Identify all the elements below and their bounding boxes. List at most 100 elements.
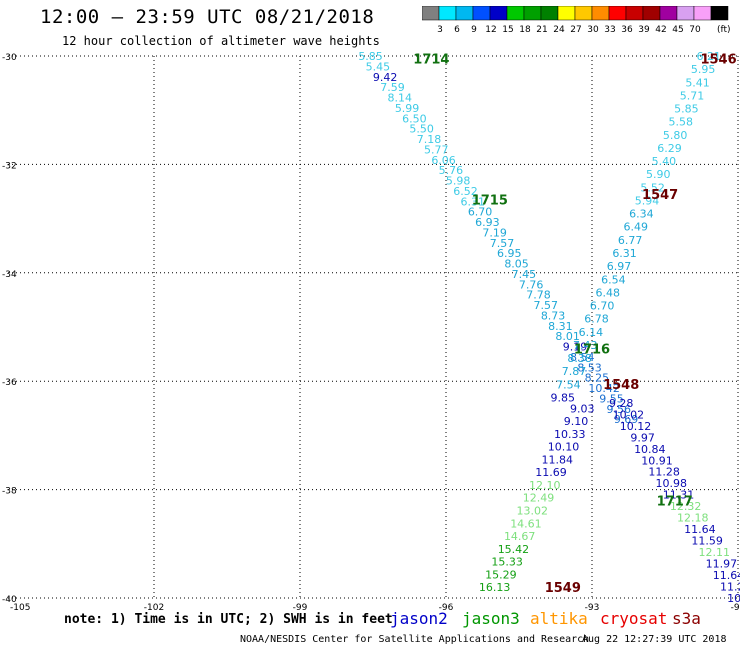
- swh-value-label: 9.97: [630, 431, 655, 444]
- swh-value-label: 11.23: [720, 581, 740, 594]
- swh-value-label: 7.18: [417, 133, 442, 146]
- swh-value-label: 9.28: [609, 397, 634, 410]
- swh-value-label: 6.31: [461, 195, 486, 208]
- swh-value-label: 6.49: [624, 221, 649, 234]
- swh-value-label: 11.28: [648, 466, 680, 479]
- swh-value-label: 7.76: [519, 278, 544, 291]
- swh-value-label: 9.19: [563, 341, 588, 354]
- swh-value-label: 12.18: [677, 512, 709, 525]
- swh-value-label: 5.85: [358, 50, 383, 63]
- legend-jason3: jason3: [462, 609, 520, 628]
- swh-value-label: 6.21: [697, 50, 722, 63]
- swh-value-label: 10.12: [620, 420, 652, 433]
- swh-value-label: 5.41: [685, 76, 710, 89]
- color-tick-label: 30: [587, 25, 599, 35]
- swh-value-label: 6.29: [657, 142, 682, 155]
- pass-time-label: 1548: [603, 378, 639, 393]
- swh-value-label: 5.40: [652, 155, 677, 168]
- swh-value-label: 6.52: [453, 185, 478, 198]
- swh-value-label: 7.19: [482, 226, 507, 239]
- color-tick-label: 15: [502, 25, 513, 35]
- swh-value-label: 11.97: [706, 558, 738, 571]
- color-tick-label: 27: [570, 25, 581, 35]
- color-tick-label: 12: [485, 25, 496, 35]
- swh-value-label: 5.99: [395, 102, 420, 115]
- swh-value-label: 6.54: [601, 273, 626, 286]
- swh-value-label: 5.80: [663, 129, 688, 142]
- legend-s3a: s3a: [672, 609, 701, 628]
- page-subtitle: 12 hour collection of altimeter wave hei…: [62, 34, 380, 48]
- swh-value-label: 14.61: [510, 517, 542, 530]
- swh-value-label: 14.67: [504, 530, 536, 543]
- swh-value-label: 6.06: [431, 154, 456, 167]
- swh-value-label: 5.76: [439, 164, 464, 177]
- swh-value-label: 7.57: [534, 299, 559, 312]
- color-unit-label: (ft): [717, 25, 731, 35]
- swh-value-label: 11.64: [684, 523, 716, 536]
- swh-value-label: 5.98: [446, 175, 471, 188]
- footer-note: note: 1) Time is in UTC; 2) SWH is in fe…: [64, 612, 393, 627]
- lat-tick-label: -30: [2, 53, 17, 63]
- swh-value-label: 6.93: [475, 216, 500, 229]
- color-tick-label: 42: [655, 25, 666, 35]
- swh-value-label: 7.45: [512, 268, 537, 281]
- lon-tick-label: -93: [585, 603, 600, 613]
- lon-tick-label: -96: [439, 603, 454, 613]
- color-swatch: [710, 6, 729, 21]
- lon-tick-label: -90: [731, 603, 740, 613]
- pass-time-label: 1716: [574, 343, 610, 358]
- lon-tick-label: -99: [293, 603, 308, 613]
- swh-value-label: 8.54: [570, 351, 595, 364]
- swh-value-label: 15.33: [491, 556, 523, 569]
- swh-value-label: 15.42: [498, 543, 530, 556]
- lon-tick-label: -105: [10, 603, 30, 613]
- swh-value-label: 9.10: [564, 415, 589, 428]
- swh-value-label: 10.02: [613, 408, 645, 421]
- swh-value-label: 8.31: [548, 320, 573, 333]
- swh-value-label: 10.51: [727, 592, 740, 605]
- swh-value-label: 10.84: [634, 443, 666, 456]
- swh-value-label: 8.38: [567, 352, 592, 365]
- swh-value-label: 5.71: [680, 89, 705, 102]
- swh-value-label: 10.42: [588, 382, 620, 395]
- lat-tick-label: -40: [2, 595, 17, 605]
- swh-value-label: 8.73: [541, 309, 566, 322]
- color-tick-label: 33: [604, 25, 615, 35]
- swh-value-label: 6.31: [612, 247, 637, 260]
- swh-value-label: 6.70: [590, 300, 615, 313]
- color-tick-label: 36: [621, 25, 633, 35]
- lat-tick-label: -32: [2, 161, 17, 171]
- color-tick-label: 45: [672, 25, 683, 35]
- color-tick-label: 39: [638, 25, 650, 35]
- swh-value-label: 8.05: [504, 258, 529, 271]
- color-scale-bar: 3 6 9 12 15 18 21 24 27 30 33 36 39 42 45 70 (ft): [422, 6, 731, 35]
- swh-value-label: 10.33: [554, 428, 586, 441]
- swh-value-label: 16.13: [479, 581, 511, 594]
- swh-value-label: 5.58: [668, 116, 693, 129]
- swh-value-label: 6.95: [497, 247, 522, 260]
- lat-tick-label: -36: [2, 378, 17, 388]
- pass-time-label: 1547: [642, 188, 678, 203]
- lat-tick-label: -38: [2, 487, 17, 497]
- swh-value-label: 9.03: [570, 402, 595, 415]
- swh-value-label: 7.59: [380, 81, 405, 94]
- credits-text: NOAA/NESDIS Center for Satellite Applica…: [240, 634, 590, 645]
- swh-value-label: 8.53: [577, 361, 602, 374]
- color-tick-label: 18: [519, 25, 531, 35]
- swh-value-label: 5.50: [409, 123, 434, 136]
- swh-value-label: 5.52: [640, 181, 665, 194]
- color-tick-label: 3: [437, 25, 443, 35]
- swh-value-label: 11.69: [535, 466, 567, 479]
- swh-value-label: 9.42: [373, 71, 398, 84]
- swh-value-label: 5.77: [424, 143, 449, 156]
- swh-value-label: 9.56: [607, 403, 632, 416]
- pass-time-label: 1715: [472, 194, 508, 209]
- swh-value-label: 12.49: [523, 492, 555, 505]
- swh-value-label: 11.84: [541, 453, 573, 466]
- swh-value-label: 9.55: [599, 392, 624, 405]
- swh-value-label: 5.85: [674, 103, 699, 116]
- color-tick-label: 21: [536, 25, 547, 35]
- swh-value-label: 6.50: [402, 112, 427, 125]
- swh-value-label: 5.95: [691, 63, 716, 76]
- swh-value-label: 7.54: [556, 378, 581, 391]
